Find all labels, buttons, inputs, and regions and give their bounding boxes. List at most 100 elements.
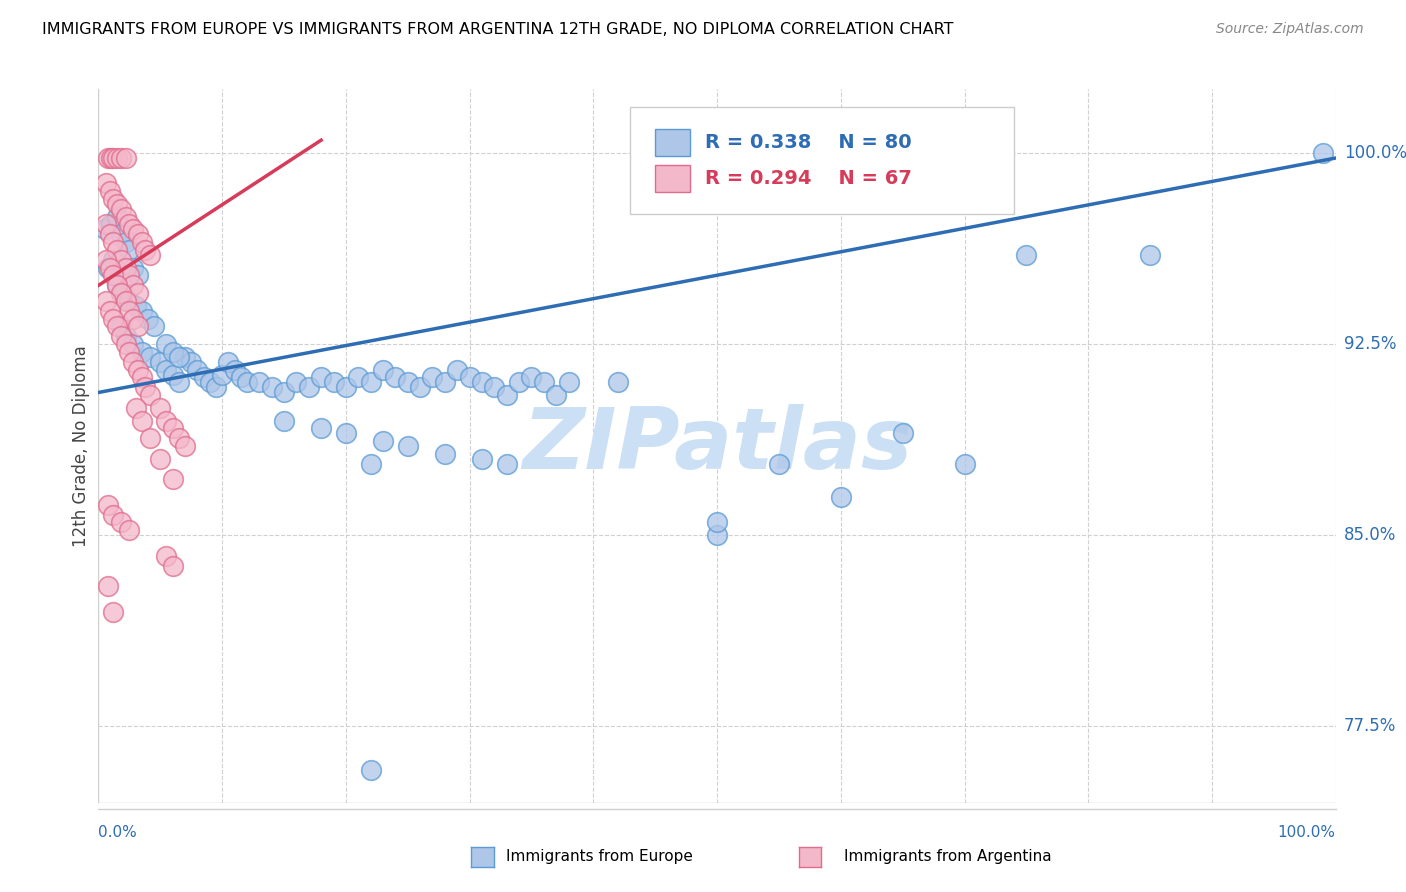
Point xyxy=(446,362,468,376)
Text: R = 0.294    N = 67: R = 0.294 N = 67 xyxy=(704,169,911,188)
Text: 100.0%: 100.0% xyxy=(1344,144,1406,162)
Point xyxy=(1015,248,1038,262)
Point xyxy=(211,368,233,382)
Point xyxy=(149,401,172,415)
Point xyxy=(112,286,135,301)
Text: 92.5%: 92.5% xyxy=(1344,335,1396,353)
Point xyxy=(205,380,228,394)
Point xyxy=(186,362,208,376)
Point xyxy=(533,376,555,390)
Point xyxy=(118,243,141,257)
Point xyxy=(103,151,125,165)
Point xyxy=(273,385,295,400)
Point xyxy=(110,202,132,216)
Point xyxy=(131,370,153,384)
Point xyxy=(508,376,530,390)
Point xyxy=(236,376,259,390)
Point xyxy=(1312,145,1334,160)
Point xyxy=(384,370,406,384)
Point xyxy=(193,370,215,384)
Point xyxy=(110,151,132,165)
Text: 77.5%: 77.5% xyxy=(1344,717,1396,735)
Point xyxy=(114,235,136,249)
Point xyxy=(127,319,149,334)
Point xyxy=(162,472,184,486)
FancyBboxPatch shape xyxy=(630,107,1014,214)
Point xyxy=(167,431,190,445)
Point xyxy=(100,151,122,165)
Point xyxy=(118,304,141,318)
Point xyxy=(298,380,321,394)
Point xyxy=(830,490,852,504)
Point xyxy=(114,329,136,343)
Point xyxy=(105,278,128,293)
Point xyxy=(229,370,252,384)
Point xyxy=(309,370,332,384)
Point xyxy=(495,388,517,402)
Point xyxy=(105,278,128,293)
Point xyxy=(607,376,630,390)
Point xyxy=(1139,248,1161,262)
Point xyxy=(174,439,197,453)
Point xyxy=(360,763,382,777)
Text: Source: ZipAtlas.com: Source: ZipAtlas.com xyxy=(1216,22,1364,37)
Point xyxy=(155,413,177,427)
Point xyxy=(103,605,125,619)
Point xyxy=(768,457,790,471)
Text: 0.0%: 0.0% xyxy=(98,825,138,840)
Point xyxy=(114,337,136,351)
Point xyxy=(335,380,357,394)
FancyBboxPatch shape xyxy=(655,129,690,156)
Point xyxy=(134,243,156,257)
Point xyxy=(97,151,120,165)
Point xyxy=(122,355,145,369)
Point xyxy=(335,426,357,441)
Point xyxy=(706,528,728,542)
Point xyxy=(93,222,115,236)
Point xyxy=(322,376,344,390)
Point xyxy=(396,376,419,390)
Point xyxy=(94,217,117,231)
Point xyxy=(371,434,394,448)
Point xyxy=(131,304,153,318)
Point xyxy=(98,260,121,275)
Point xyxy=(97,260,120,275)
Point xyxy=(347,370,370,384)
Point xyxy=(134,380,156,394)
Point xyxy=(105,319,128,334)
Point xyxy=(118,293,141,308)
Point xyxy=(273,413,295,427)
Point xyxy=(167,376,190,390)
Text: R = 0.338    N = 80: R = 0.338 N = 80 xyxy=(704,133,911,153)
Point xyxy=(94,252,117,267)
Point xyxy=(458,370,481,384)
Point xyxy=(471,376,494,390)
Point xyxy=(131,344,153,359)
Point xyxy=(122,311,145,326)
Point xyxy=(124,401,146,415)
Point xyxy=(98,304,121,318)
Point xyxy=(131,413,153,427)
Point xyxy=(124,299,146,313)
Point xyxy=(94,177,117,191)
Point xyxy=(260,380,283,394)
Point xyxy=(139,350,162,364)
Point xyxy=(520,370,543,384)
Text: 100.0%: 100.0% xyxy=(1278,825,1336,840)
Point xyxy=(127,227,149,242)
Point xyxy=(118,217,141,231)
Point xyxy=(122,337,145,351)
Point xyxy=(118,268,141,283)
Point xyxy=(143,319,166,334)
Point xyxy=(162,558,184,573)
Point xyxy=(105,151,128,165)
Point xyxy=(285,376,308,390)
Point xyxy=(155,549,177,563)
Point xyxy=(110,227,132,242)
Point xyxy=(247,376,270,390)
Point xyxy=(97,579,120,593)
Point xyxy=(97,498,120,512)
Point xyxy=(105,243,128,257)
Point xyxy=(224,362,246,376)
Point xyxy=(98,184,121,198)
